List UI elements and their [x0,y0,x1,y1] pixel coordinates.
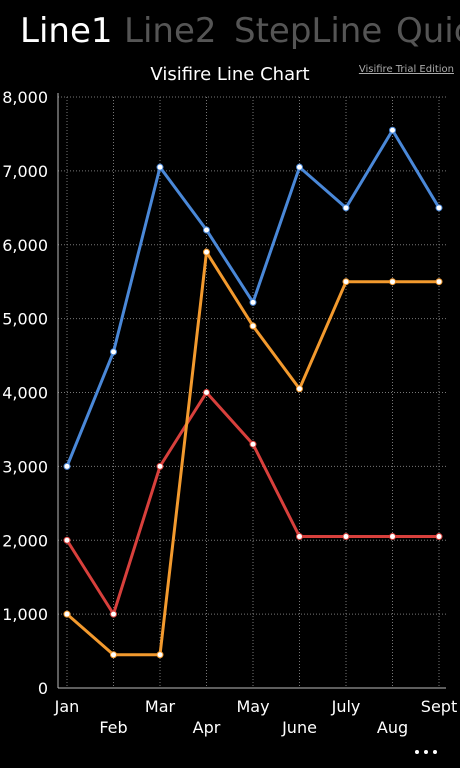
y-tick-label: 2,000 [2,531,48,550]
data-point [389,126,396,134]
pivot-item[interactable]: StepLine [234,11,382,51]
data-point [110,651,117,659]
data-point [63,536,71,544]
data-point [156,462,164,470]
data-point [203,226,210,234]
dot [415,750,419,754]
y-tick-label: 8,000 [2,88,48,107]
data-point [389,533,396,541]
y-tick-label: 5,000 [2,310,48,329]
x-tick-label: May [236,697,269,716]
data-point [435,204,443,212]
data-point [249,322,257,330]
data-point [249,440,257,448]
data-point [203,248,210,256]
data-point [342,533,350,541]
app-bar-ellipsis[interactable] [415,750,437,754]
x-tick-label: Feb [99,718,127,737]
dot [424,750,428,754]
data-point [110,348,117,356]
watermark-link[interactable]: Visifire Trial Edition [359,64,454,75]
data-point [296,385,303,393]
x-tick-label: July [331,697,361,716]
data-point [342,204,350,212]
data-point [63,462,71,470]
data-point [110,610,117,618]
y-tick-label: 3,000 [2,457,48,476]
x-tick-label: Jan [54,697,80,716]
data-point [342,278,350,286]
chart-title: Visifire Line Chart [150,64,309,85]
dot [433,750,437,754]
data-point [435,533,443,541]
x-tick-label: Sept [421,697,457,716]
pivot-item[interactable]: Line2 [124,11,217,51]
x-tick-label: Apr [193,718,221,737]
data-point [249,298,257,306]
data-point [156,651,164,659]
data-point [63,610,71,618]
data-point [389,278,396,286]
pivot-item[interactable]: Quic [396,11,460,51]
y-tick-label: 1,000 [2,605,48,624]
x-tick-label: Mar [145,697,176,716]
x-tick-label: June [281,718,317,737]
data-point [435,278,443,286]
x-tick-label: Aug [377,718,408,737]
y-tick-label: 7,000 [2,162,48,181]
y-tick-label: 6,000 [2,236,48,255]
data-point [203,389,210,396]
y-tick-label: 4,000 [2,384,48,403]
data-point [296,163,303,171]
data-point [156,163,164,171]
pivot-item[interactable]: Line1 [20,11,113,51]
data-point [296,533,303,541]
y-tick-label: 0 [38,679,48,698]
